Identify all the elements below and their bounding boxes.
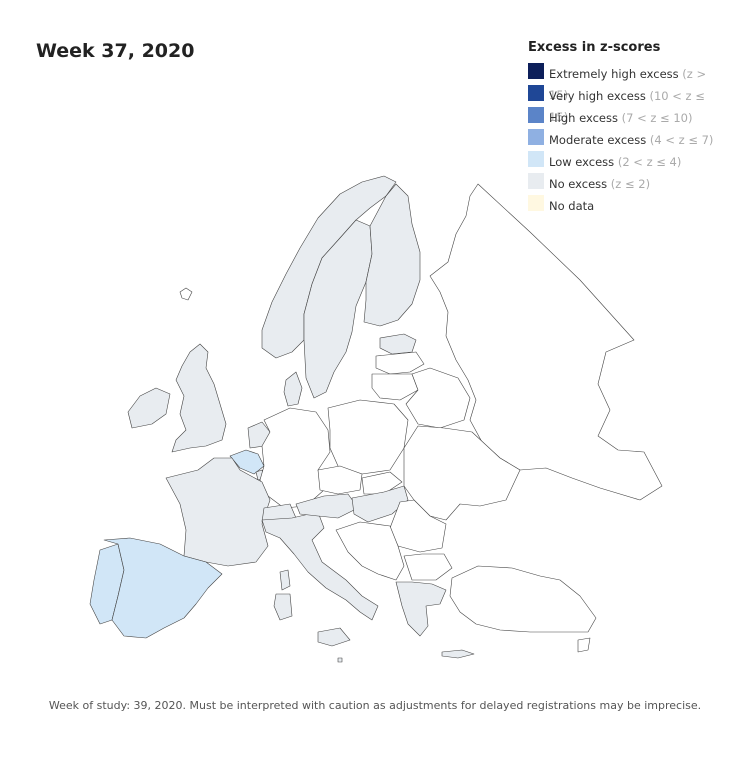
legend-item: Moderate excess (4 < z ≤ 7): [528, 127, 728, 149]
legend-swatch: [528, 195, 544, 211]
legend-item: High excess (7 < z ≤ 10): [528, 105, 728, 127]
legend-range: (z ≤ 2): [607, 177, 651, 191]
legend-label-text: Very high excess: [549, 89, 646, 103]
legend-swatch: [528, 63, 544, 79]
region-cyprus[interactable]: [577, 637, 591, 653]
region-turkey[interactable]: [449, 565, 597, 633]
legend-range: (4 < z ≤ 7): [646, 133, 714, 147]
legend-label: High excess (7 < z ≤ 10): [549, 108, 714, 129]
legend-label: Low excess (2 < z ≤ 4): [549, 152, 714, 173]
region-austria[interactable]: [295, 493, 359, 519]
region-lithuania[interactable]: [371, 373, 419, 401]
legend-swatch: [528, 151, 544, 167]
region-germany[interactable]: [259, 407, 331, 509]
legend-label-text: Moderate excess: [549, 133, 647, 147]
region-sardinia[interactable]: [273, 593, 293, 621]
region-bulgaria[interactable]: [403, 553, 453, 581]
region-ireland[interactable]: [127, 387, 171, 429]
region-czechia[interactable]: [317, 465, 363, 495]
region-france[interactable]: [165, 457, 271, 567]
region-estonia[interactable]: [379, 333, 417, 355]
legend-range: (z > 15): [549, 67, 707, 102]
legend-label: Moderate excess (4 < z ≤ 7): [549, 130, 714, 151]
region-sicily[interactable]: [317, 627, 351, 647]
map-title: Week 37, 2020: [36, 40, 195, 62]
legend-title: Excess in z-scores: [528, 40, 661, 55]
legend-label: No excess (z ≤ 2): [549, 174, 714, 195]
legend-range: (10 < z ≤ 15): [549, 89, 705, 124]
legend-label-text: Low excess: [549, 155, 615, 169]
region-spain[interactable]: [103, 537, 223, 639]
region-malta[interactable]: [337, 657, 343, 663]
region-norway[interactable]: [261, 175, 397, 359]
legend-range: (2 < z ≤ 4): [614, 155, 682, 169]
footnote: Week of study: 39, 2020. Must be interpr…: [48, 699, 702, 712]
region-corsica[interactable]: [279, 569, 291, 591]
region-greece[interactable]: [395, 581, 447, 637]
legend-swatch: [528, 85, 544, 101]
legend-label: No data: [549, 196, 714, 217]
legend-label-text: Extremely high excess: [549, 67, 679, 81]
region-belarus[interactable]: [405, 367, 471, 429]
region-ukraine[interactable]: [403, 425, 521, 521]
legend-label-text: No data: [549, 199, 595, 213]
legend-label-text: High excess: [549, 111, 618, 125]
legend-label: Extremely high excess (z > 15): [549, 64, 714, 106]
legend-swatch: [528, 129, 544, 145]
region-latvia[interactable]: [375, 351, 425, 375]
region-balkans[interactable]: [335, 521, 405, 581]
region-poland[interactable]: [327, 399, 409, 475]
legend: Excess in z-scores Extremely high excess…: [528, 40, 728, 215]
legend-item: No excess (z ≤ 2): [528, 171, 728, 193]
legend-label-text: No excess: [549, 177, 608, 191]
legend-items: Extremely high excess (z > 15) Very high …: [528, 61, 728, 215]
legend-item: Extremely high excess (z > 15): [528, 61, 728, 102]
legend-item: Low excess (2 < z ≤ 4): [528, 149, 728, 171]
region-slovakia[interactable]: [361, 471, 403, 495]
legend-label: Very high excess (10 < z ≤ 15): [549, 86, 714, 128]
legend-item: Very high excess (10 < z ≤ 15): [528, 83, 728, 124]
region-united-kingdom[interactable]: [171, 343, 227, 453]
region-denmark[interactable]: [283, 371, 303, 407]
legend-item: No data: [528, 193, 728, 215]
legend-range: (7 < z ≤ 10): [617, 111, 693, 125]
region-crete[interactable]: [441, 649, 475, 659]
legend-swatch: [528, 173, 544, 189]
region-iceland[interactable]: [179, 287, 193, 301]
legend-swatch: [528, 107, 544, 123]
region-finland[interactable]: [363, 183, 421, 327]
region-italy[interactable]: [261, 511, 379, 621]
